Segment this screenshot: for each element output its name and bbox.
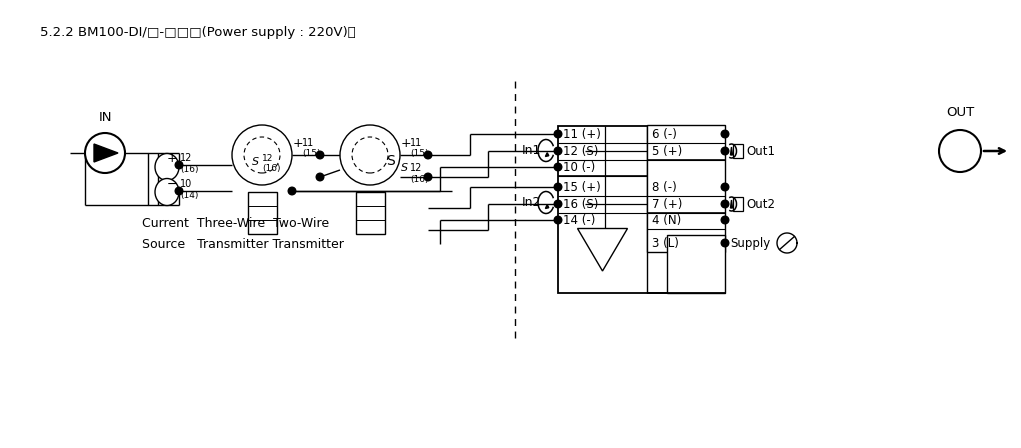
Circle shape bbox=[232, 125, 292, 185]
Text: (16): (16) bbox=[410, 175, 429, 184]
Text: 12 (S): 12 (S) bbox=[563, 145, 598, 158]
Circle shape bbox=[317, 173, 324, 181]
Ellipse shape bbox=[155, 178, 179, 206]
Text: 12: 12 bbox=[410, 163, 423, 173]
Text: Current  Three-Wire  Two-Wire: Current Three-Wire Two-Wire bbox=[142, 216, 329, 229]
Text: −: − bbox=[166, 177, 177, 190]
Text: (16): (16) bbox=[180, 164, 198, 173]
Bar bbox=[355, 192, 385, 234]
Circle shape bbox=[554, 130, 562, 138]
Circle shape bbox=[424, 151, 432, 159]
Bar bbox=[647, 125, 725, 251]
Bar bbox=[667, 234, 725, 293]
Text: 5.2.2 BM100-DI/□-□□□(Power supply : 220V)：: 5.2.2 BM100-DI/□-□□□(Power supply : 220V… bbox=[40, 26, 355, 39]
Circle shape bbox=[939, 130, 981, 172]
Text: 10: 10 bbox=[180, 179, 192, 189]
Text: Supply: Supply bbox=[730, 237, 770, 250]
Text: 3 (L): 3 (L) bbox=[652, 237, 679, 250]
Text: 5 (+): 5 (+) bbox=[652, 145, 682, 158]
Text: +: + bbox=[293, 137, 303, 150]
Text: 12: 12 bbox=[180, 153, 192, 163]
Text: 6 (-): 6 (-) bbox=[652, 128, 677, 141]
Circle shape bbox=[554, 200, 562, 208]
Circle shape bbox=[721, 147, 729, 155]
Circle shape bbox=[554, 216, 562, 224]
Text: 7 (+): 7 (+) bbox=[652, 198, 682, 211]
Text: 15 (+): 15 (+) bbox=[563, 181, 600, 194]
Text: (15): (15) bbox=[410, 148, 429, 158]
Circle shape bbox=[554, 147, 562, 155]
Circle shape bbox=[721, 200, 729, 208]
Text: In2: In2 bbox=[522, 196, 541, 209]
Polygon shape bbox=[545, 153, 549, 156]
Text: 11: 11 bbox=[302, 138, 314, 148]
Circle shape bbox=[554, 183, 562, 191]
Circle shape bbox=[244, 137, 280, 173]
Polygon shape bbox=[730, 200, 732, 208]
Circle shape bbox=[554, 163, 562, 171]
Bar bbox=[733, 144, 743, 158]
Text: In1: In1 bbox=[522, 144, 541, 157]
Text: Out2: Out2 bbox=[746, 198, 775, 211]
Text: 11: 11 bbox=[410, 138, 423, 148]
Text: 8 (-): 8 (-) bbox=[652, 181, 677, 194]
Text: 4 (N): 4 (N) bbox=[652, 214, 681, 227]
Bar bbox=[733, 197, 743, 211]
Circle shape bbox=[176, 161, 183, 169]
Text: S: S bbox=[401, 163, 408, 173]
Text: (14): (14) bbox=[180, 190, 198, 199]
Circle shape bbox=[176, 187, 183, 195]
Text: 16 (S): 16 (S) bbox=[563, 198, 598, 211]
Text: +: + bbox=[401, 137, 411, 150]
Text: (15): (15) bbox=[302, 148, 321, 158]
Bar bbox=[148, 153, 157, 205]
Bar bbox=[247, 192, 277, 234]
Circle shape bbox=[85, 133, 125, 173]
Text: (16): (16) bbox=[262, 164, 281, 172]
Circle shape bbox=[424, 173, 432, 181]
Text: 11 (+): 11 (+) bbox=[563, 128, 601, 141]
Text: Source   Transmitter Transmitter: Source Transmitter Transmitter bbox=[142, 237, 344, 250]
Text: OUT: OUT bbox=[945, 106, 974, 119]
Text: 10 (-): 10 (-) bbox=[563, 160, 595, 173]
Text: S: S bbox=[252, 157, 259, 167]
Ellipse shape bbox=[155, 154, 179, 181]
Text: 14 (-): 14 (-) bbox=[563, 214, 595, 227]
Circle shape bbox=[317, 151, 324, 159]
Text: IN: IN bbox=[98, 111, 111, 124]
Circle shape bbox=[288, 187, 296, 195]
Polygon shape bbox=[578, 228, 628, 271]
Circle shape bbox=[352, 137, 388, 173]
Circle shape bbox=[721, 183, 729, 191]
Text: S: S bbox=[386, 154, 395, 168]
Text: Out1: Out1 bbox=[746, 145, 775, 158]
Polygon shape bbox=[94, 144, 118, 162]
Bar bbox=[558, 125, 725, 293]
Circle shape bbox=[340, 125, 400, 185]
Circle shape bbox=[721, 216, 729, 224]
Polygon shape bbox=[545, 205, 549, 208]
Text: +: + bbox=[166, 151, 177, 164]
Circle shape bbox=[721, 130, 729, 138]
Text: 12: 12 bbox=[262, 154, 274, 163]
Circle shape bbox=[721, 239, 729, 247]
Polygon shape bbox=[730, 147, 732, 155]
